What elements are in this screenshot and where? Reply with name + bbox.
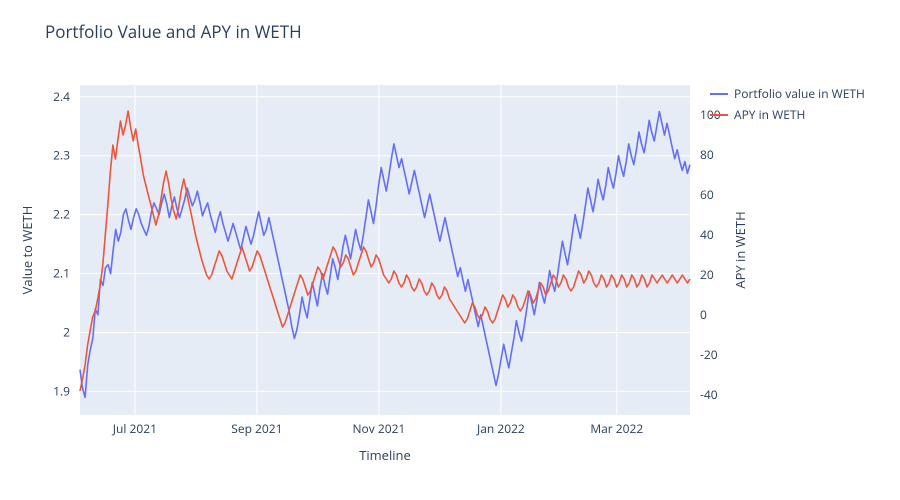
svg-text:APY in WETH: APY in WETH [731,211,749,288]
svg-text:Jul 2021: Jul 2021 [112,420,157,437]
legend: Portfolio value in WETH APY in WETH [710,85,865,127]
svg-text:Nov 2021: Nov 2021 [352,420,405,437]
svg-text:Timeline: Timeline [359,446,411,464]
svg-text:20: 20 [700,266,714,283]
svg-text:2.1: 2.1 [53,265,70,282]
svg-text:0: 0 [700,306,707,323]
svg-text:Jan 2022: Jan 2022 [476,420,525,437]
svg-text:40: 40 [700,226,714,243]
svg-text:2.2: 2.2 [53,206,70,223]
chart-title: Portfolio Value and APY in WETH [45,20,302,43]
chart-plot: 1.922.12.22.32.4-40-20020406080100Jul 20… [0,0,900,500]
svg-text:Value to WETH: Value to WETH [18,206,36,295]
svg-text:2.4: 2.4 [53,88,70,105]
legend-item[interactable]: Portfolio value in WETH [710,85,865,102]
svg-text:-40: -40 [700,386,718,403]
chart-container: Portfolio Value and APY in WETH 1.9 2 2.1 2… [0,0,900,500]
legend-swatch [710,93,728,95]
legend-label: APY in WETH [734,106,805,123]
svg-text:80: 80 [700,146,714,163]
svg-text:2: 2 [63,324,70,341]
svg-text:1.9: 1.9 [53,382,70,399]
svg-text:Sep 2021: Sep 2021 [231,420,282,437]
svg-text:-20: -20 [700,346,718,363]
svg-text:60: 60 [700,186,714,203]
svg-text:Mar 2022: Mar 2022 [590,420,643,437]
legend-label: Portfolio value in WETH [734,85,865,102]
legend-swatch [710,114,728,116]
legend-item[interactable]: APY in WETH [710,106,865,123]
svg-text:2.3: 2.3 [53,147,70,164]
